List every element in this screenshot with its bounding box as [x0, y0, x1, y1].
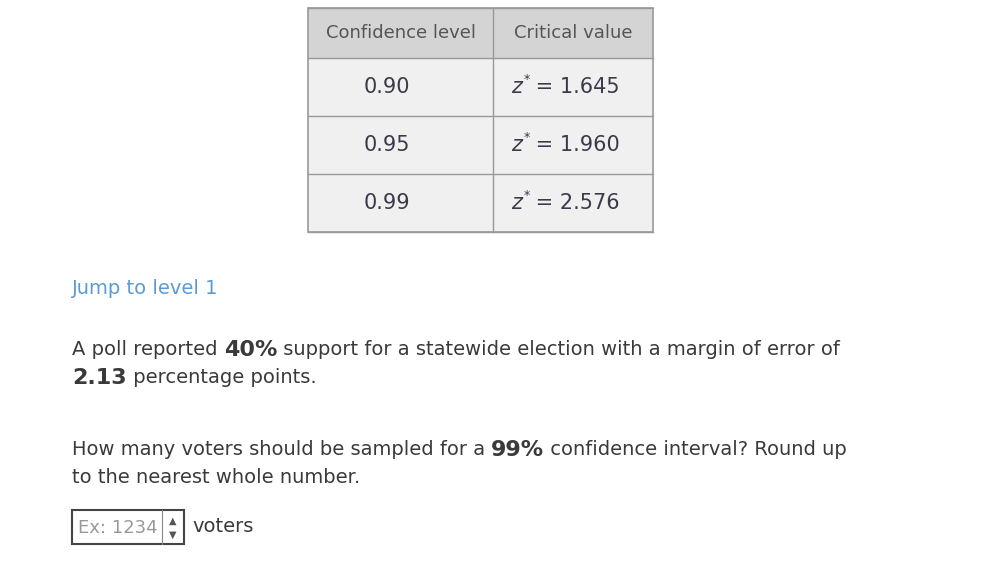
Text: = 1.645: = 1.645 [529, 77, 620, 97]
Bar [308, 8, 653, 58]
Text: Critical value: Critical value [514, 24, 633, 42]
Text: 99%: 99% [491, 440, 544, 460]
Bar [308, 8, 653, 232]
Text: percentage points.: percentage points. [127, 368, 316, 387]
Bar [72, 510, 184, 544]
Text: support for a statewide election with a margin of error of: support for a statewide election with a … [277, 340, 840, 359]
Text: Confidence level: Confidence level [326, 24, 475, 42]
Text: Jump to level 1: Jump to level 1 [72, 278, 218, 298]
Text: 0.95: 0.95 [363, 135, 410, 155]
Text: A poll reported: A poll reported [72, 340, 223, 359]
Text: $z$: $z$ [511, 77, 524, 97]
Text: = 1.960: = 1.960 [529, 135, 620, 155]
Text: ▼: ▼ [169, 529, 177, 539]
Bar [308, 116, 653, 174]
Text: 40%: 40% [223, 340, 277, 360]
Text: *: * [524, 73, 530, 86]
Text: *: * [524, 188, 530, 201]
Text: confidence interval? Round up: confidence interval? Round up [544, 440, 847, 459]
Text: to the nearest whole number.: to the nearest whole number. [72, 468, 360, 487]
Text: 0.99: 0.99 [363, 193, 410, 213]
Text: ▲: ▲ [169, 516, 177, 526]
Bar [308, 174, 653, 232]
Text: $z$: $z$ [511, 135, 524, 155]
Text: Ex: 1234: Ex: 1234 [78, 519, 157, 537]
Text: 2.13: 2.13 [72, 368, 127, 388]
Text: $z$: $z$ [511, 193, 524, 213]
Text: How many voters should be sampled for a: How many voters should be sampled for a [72, 440, 491, 459]
Bar [308, 58, 653, 116]
Text: *: * [524, 130, 530, 143]
Text: 0.90: 0.90 [363, 77, 410, 97]
Text: = 2.576: = 2.576 [529, 193, 620, 213]
Text: voters: voters [192, 518, 253, 537]
